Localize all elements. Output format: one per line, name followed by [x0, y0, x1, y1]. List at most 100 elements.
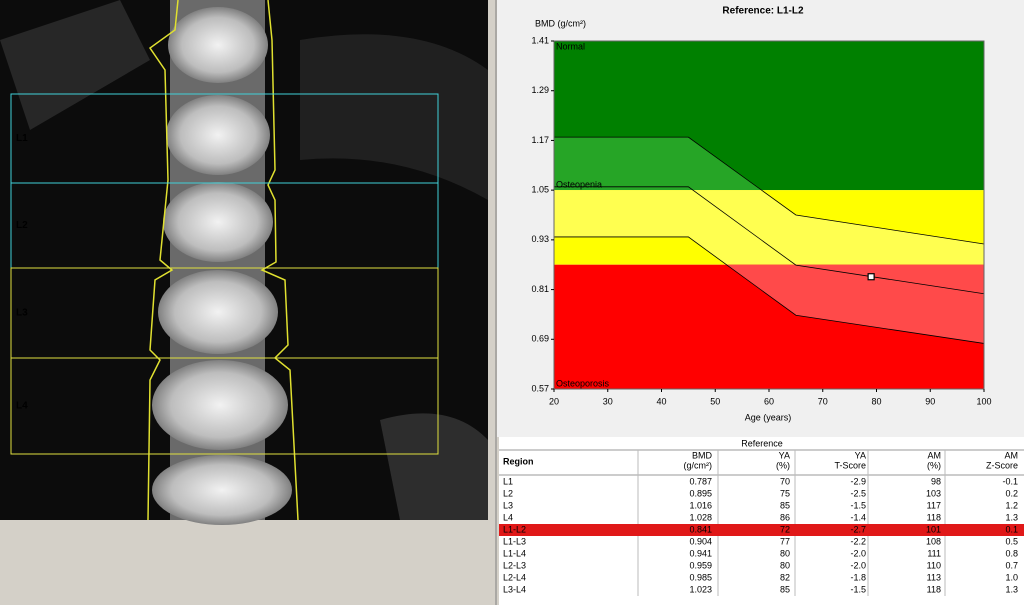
- x-tick-label: 50: [710, 396, 720, 406]
- roi-label: L3: [16, 308, 28, 319]
- x-tick-label: 100: [976, 396, 991, 406]
- x-tick-label: 80: [871, 396, 881, 406]
- bone-edge: [260, 0, 299, 521]
- vertebra: [152, 360, 288, 450]
- table-cell: -2.0: [850, 560, 866, 570]
- x-tick-label: 70: [818, 396, 828, 406]
- table-group-header: Reference: [741, 438, 783, 448]
- reference-band: [554, 137, 762, 191]
- table-cell: 1.016: [689, 500, 712, 510]
- reference-line: [554, 236, 985, 344]
- table-cell: -1.5: [850, 584, 866, 594]
- table-cell: 0.7: [1005, 560, 1018, 570]
- table-cell: L3-L4: [503, 584, 526, 594]
- table-cell: 77: [780, 536, 790, 546]
- table-cell: L2: [503, 488, 513, 498]
- table-cell: 118: [927, 512, 941, 522]
- x-tick-label: 30: [603, 396, 613, 406]
- results-table: [499, 437, 1024, 605]
- column-header: (%): [927, 460, 941, 470]
- x-tick-label: 20: [549, 396, 559, 406]
- y-axis-label: BMD (g/cm²): [535, 18, 586, 28]
- table-cell: 1.3: [1005, 584, 1018, 594]
- table-cell: 0.5: [1005, 536, 1018, 546]
- bone-edge: [147, 0, 179, 521]
- column-header: YA: [779, 450, 790, 460]
- y-tick-label: 1.05: [531, 185, 549, 195]
- reference-line: [554, 186, 985, 295]
- tissue: [0, 0, 150, 130]
- zone-label: Osteopenia: [556, 180, 602, 190]
- table-cell: 75: [780, 488, 790, 498]
- vertebra: [168, 7, 268, 83]
- vertebra: [166, 95, 270, 175]
- scan-image: [0, 0, 488, 525]
- table-cell: 86: [780, 512, 790, 522]
- vertebra: [158, 270, 278, 354]
- table-cell: 1.2: [1005, 500, 1018, 510]
- table-cell: L4: [503, 512, 513, 522]
- table-cell: -2.7: [850, 524, 866, 534]
- table-cell: 1.0: [1005, 572, 1018, 582]
- table-cell: -1.4: [850, 512, 866, 522]
- roi-label: L1: [16, 133, 28, 144]
- table-cell: 0.841: [689, 524, 712, 534]
- table-cell: 103: [926, 488, 941, 498]
- table-cell: L1-L3: [503, 536, 526, 546]
- roi-group: L1 L2 L3 L4: [10, 93, 439, 455]
- zone-label: Normal: [556, 41, 585, 51]
- table-cell: 117: [927, 500, 941, 510]
- table-cell: 0.941: [689, 548, 712, 558]
- table-cell: 111: [927, 548, 941, 558]
- vertebra: [152, 455, 292, 525]
- table-cell: 101: [926, 524, 941, 534]
- table-cell: 82: [780, 572, 790, 582]
- reference-band: [554, 190, 984, 265]
- table-cell: 0.787: [689, 476, 712, 486]
- vertebra: [163, 182, 273, 262]
- y-tick-label: 0.93: [531, 234, 549, 244]
- table-cell: L2-L4: [503, 572, 526, 582]
- table-cell: -2.9: [850, 476, 866, 486]
- column-header: T-Score: [834, 460, 866, 470]
- reference-band: [726, 264, 984, 344]
- table-cell: -2.5: [850, 488, 866, 498]
- table-cell: 1.028: [689, 512, 712, 522]
- patient-marker: [867, 273, 875, 281]
- table-cell: 0.2: [1005, 488, 1018, 498]
- x-tick-label: 60: [764, 396, 774, 406]
- table-cell: 0.904: [689, 536, 712, 546]
- tissue: [300, 34, 488, 201]
- y-tick-label: 0.57: [531, 383, 549, 393]
- zone-label: Osteoporosis: [556, 378, 610, 388]
- table-body: ReferenceRegionBMD(g/cm²)YA(%)YAT-ScoreA…: [499, 438, 1024, 596]
- table-cell: 0.8: [1005, 548, 1018, 558]
- reference-line: [554, 136, 985, 245]
- roi-label: L4: [16, 401, 28, 412]
- column-header: YA: [855, 450, 866, 460]
- table-cell: 0.985: [689, 572, 712, 582]
- roi-box: [10, 357, 439, 455]
- table-cell: 0.1: [1005, 524, 1018, 534]
- column-header: AM: [1005, 450, 1019, 460]
- table-cell: 110: [927, 560, 941, 570]
- table-cell: 113: [927, 572, 941, 582]
- table-cell: 70: [780, 476, 790, 486]
- y-tick-label: 1.41: [531, 35, 549, 45]
- table-cell: 0.959: [689, 560, 712, 570]
- table-cell: L2-L3: [503, 560, 526, 570]
- table-cell: -0.1: [1002, 476, 1018, 486]
- column-header: Region: [503, 456, 534, 466]
- table-cell: 0.895: [689, 488, 712, 498]
- x-tick-label: 90: [925, 396, 935, 406]
- table-cell: 85: [780, 584, 790, 594]
- roi-label: L2: [16, 220, 28, 231]
- chart: Normal Osteopenia Osteoporosis 0.57 0.69 0.81…: [531, 35, 991, 406]
- table-cell: 108: [926, 536, 941, 546]
- y-tick-label: 0.81: [531, 284, 549, 294]
- chart-title: Reference: L1-L2: [722, 6, 804, 17]
- table-cell: -1.5: [850, 500, 866, 510]
- table-cell: -1.8: [850, 572, 866, 582]
